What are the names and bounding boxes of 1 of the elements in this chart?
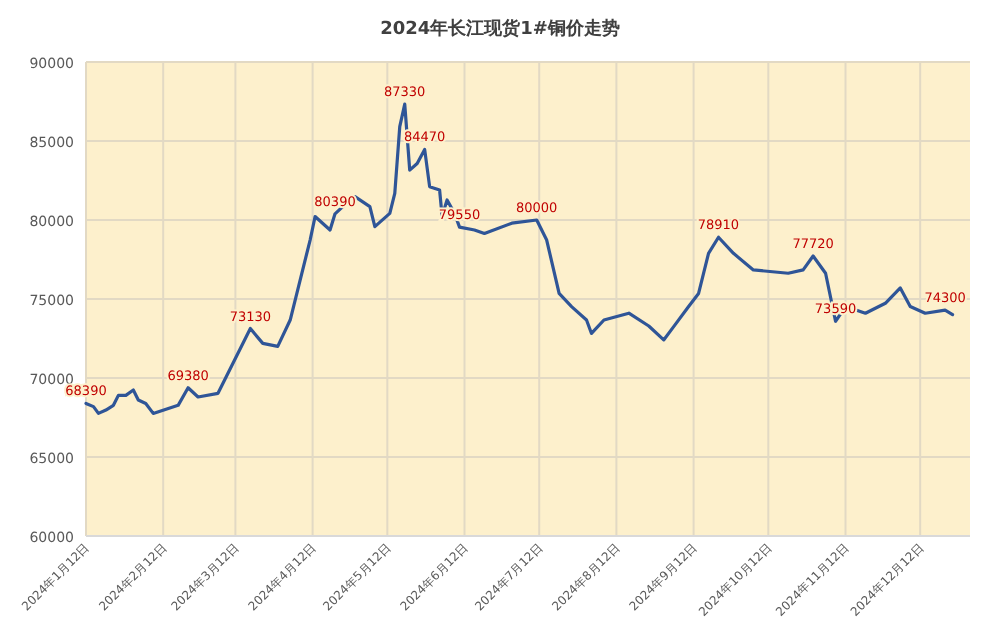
chart-title: 2024年长江现货1#铜价走势 [380, 18, 620, 40]
